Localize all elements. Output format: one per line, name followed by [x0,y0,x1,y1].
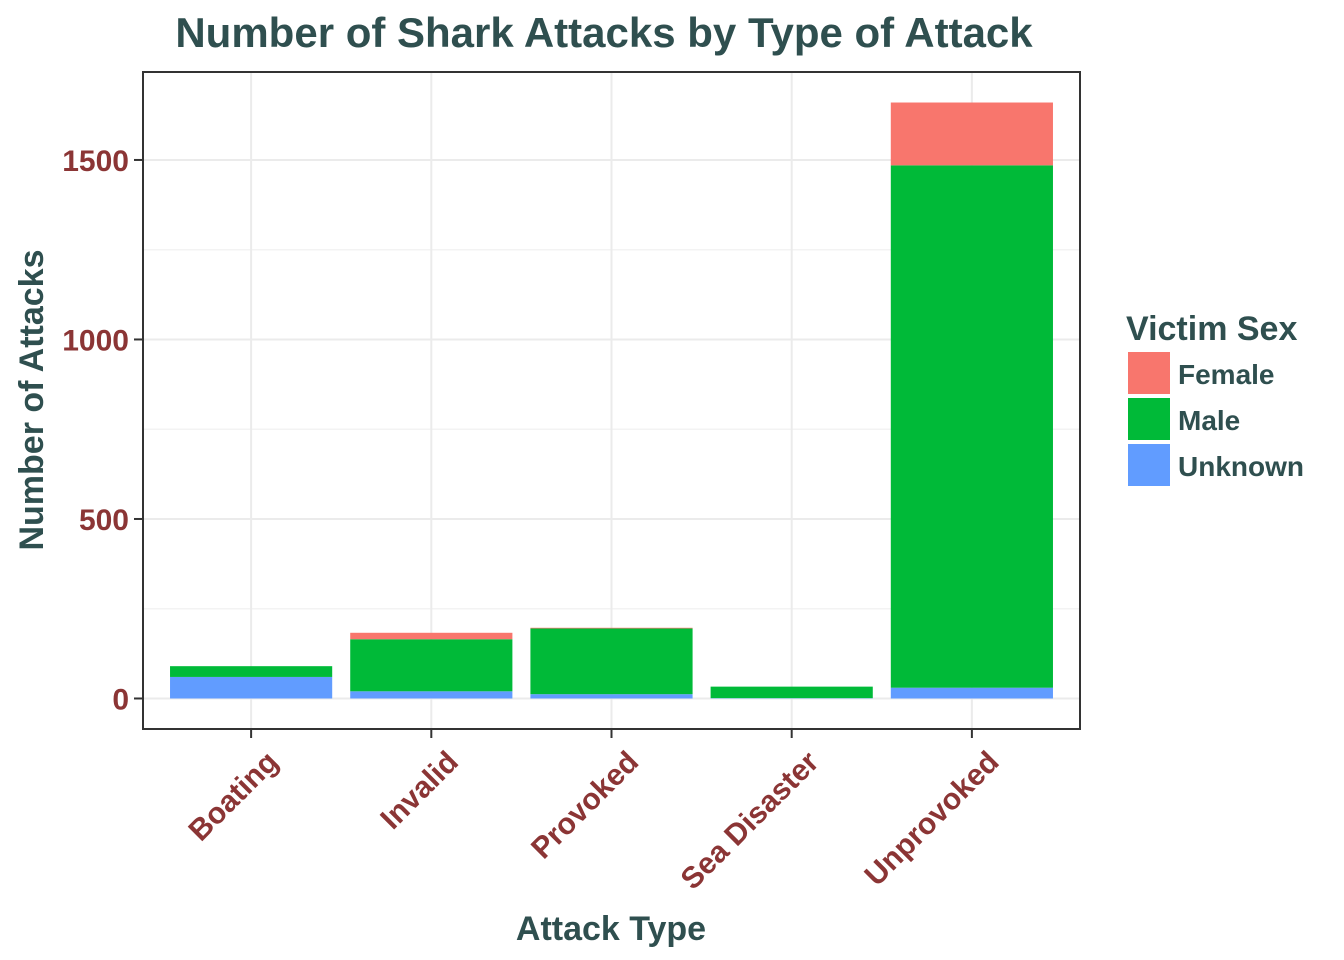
x-tick-label: Sea Disaster [675,745,826,896]
bar-invalid-female [350,632,513,640]
x-tick-label: Provoked [525,745,645,865]
y-tick-label: 500 [79,504,129,537]
legend-label-female: Female [1178,359,1275,390]
chart-title: Number of Shark Attacks by Type of Attac… [175,9,1033,56]
bar-provoked-unknown [530,694,693,699]
x-tick-label: Boating [182,745,284,847]
legend-items: Female Male Unknown [1128,352,1304,486]
bar-sea-disaster-male [710,686,873,699]
legend-swatch-unknown [1128,444,1170,486]
y-tick-label: 1500 [62,145,129,178]
bar-unprovoked-male [890,165,1053,688]
x-tick-label: Unprovoked [858,745,1005,892]
legend-label-male: Male [1178,405,1240,436]
legend-swatch-male [1128,398,1170,440]
legend-title: Victim Sex [1126,310,1297,348]
legend-label-unknown: Unknown [1178,451,1304,482]
y-tick-label: 1000 [62,324,129,357]
bar-unprovoked-female [890,102,1053,166]
bar-boating-unknown [170,676,333,699]
legend: Victim Sex Female Male Unknown [1126,310,1304,486]
bars [170,102,1053,699]
y-tick-label: 0 [112,683,129,716]
y-axis-title: Number of Attacks [13,249,51,550]
bar-provoked-male [530,628,693,695]
grid-lines [143,72,1080,729]
plot-panel [142,71,1081,730]
x-tick-label: Invalid [374,745,465,836]
bar-boating-male [170,666,333,677]
x-axis-title: Attack Type [516,910,706,948]
bar-invalid-male [350,639,513,692]
bar-unprovoked-unknown [890,687,1053,699]
x-axis: Boating Invalid Provoked Sea Disaster Unprov… [182,729,1006,896]
legend-swatch-female [1128,352,1170,394]
bar-provoked-female [530,627,693,629]
y-axis: 0 500 1000 1500 [62,145,143,716]
bar-invalid-unknown [350,691,513,699]
